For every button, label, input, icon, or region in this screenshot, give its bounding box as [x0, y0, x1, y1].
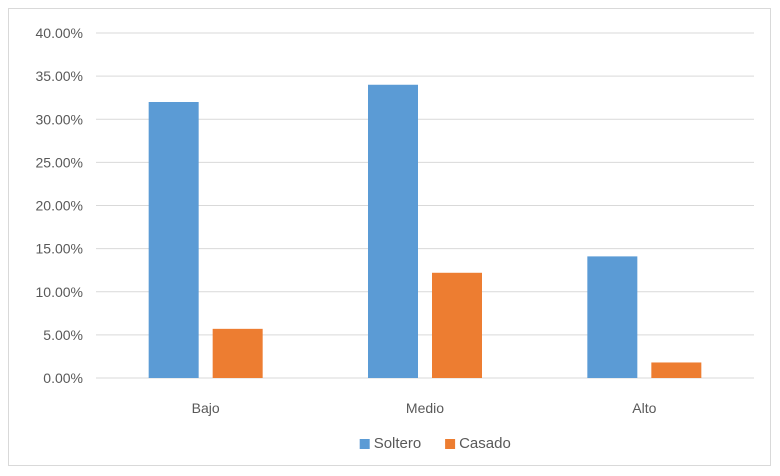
y-axis-tick-labels: 0.00% 5.00% 10.00% 15.00% 20.00% 25.00% 30.00%… [36, 25, 83, 386]
bar-soltero-medio [368, 84, 418, 378]
legend: Soltero Casado [359, 435, 511, 452]
y-tick-label: 5.00% [43, 327, 83, 343]
legend-label-casado: Casado [459, 435, 511, 452]
y-tick-label: 0.00% [43, 370, 83, 386]
legend-label-soltero: Soltero [374, 435, 422, 452]
bar-soltero-bajo [148, 102, 199, 378]
y-tick-label: 15.00% [36, 241, 83, 257]
y-tick-label: 40.00% [36, 25, 83, 41]
bars [148, 84, 702, 378]
x-tick-label-bajo: Bajo [192, 400, 220, 416]
y-tick-label: 10.00% [36, 284, 83, 300]
x-tick-label-medio: Medio [406, 400, 444, 416]
x-tick-label-alto: Alto [632, 400, 656, 416]
bar-casado-alto [651, 362, 702, 378]
y-tick-label: 35.00% [36, 68, 83, 84]
bar-soltero-alto [587, 256, 638, 378]
y-tick-label: 30.00% [36, 111, 83, 127]
gridlines [96, 32, 754, 379]
bar-casado-bajo [212, 328, 263, 378]
y-tick-label: 25.00% [36, 154, 83, 170]
legend-swatch-casado [445, 439, 456, 449]
x-axis-tick-labels: Bajo Medio Alto [192, 400, 657, 416]
legend-swatch-soltero [359, 439, 370, 449]
bar-casado-medio [432, 272, 482, 378]
y-tick-label: 20.00% [36, 198, 83, 214]
